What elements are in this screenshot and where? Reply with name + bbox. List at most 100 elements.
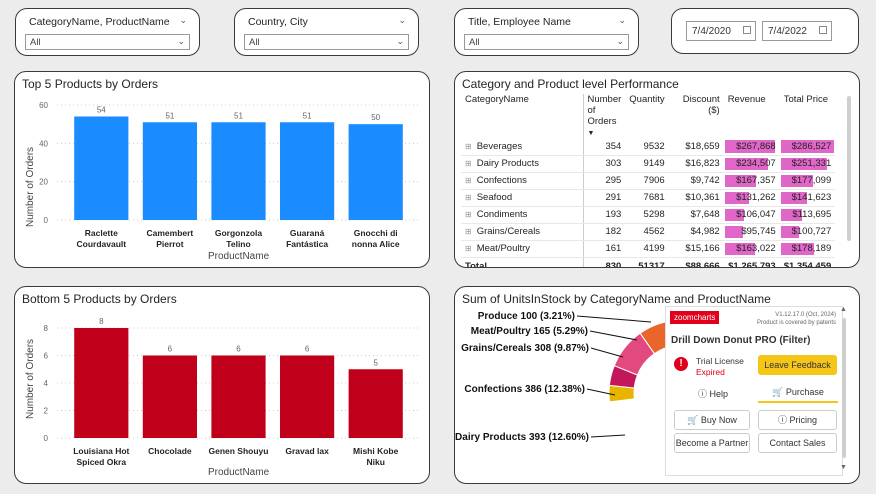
data-bar (780, 242, 814, 255)
x-tick-label: Raclette (85, 228, 118, 238)
data-label: 54 (97, 106, 106, 115)
revenue-cell: $106,047 (723, 206, 780, 224)
x-tick-label: Niku (366, 457, 384, 467)
slicer-dropdown[interactable]: All ⌄ (464, 34, 629, 50)
y-tick-label: 20 (39, 178, 48, 187)
bar[interactable] (348, 369, 403, 438)
revenue-cell: $131,262 (723, 189, 780, 207)
total-price-cell: $178,189 (779, 240, 836, 258)
calendar-icon[interactable] (743, 26, 751, 34)
bar[interactable] (74, 116, 129, 221)
quantity-cell: 7681 (625, 189, 669, 207)
table-row[interactable]: ⊞ Meat/Poultry 161 4199 $15,166 $163,022 $178,… (461, 240, 836, 258)
matrix-title: Category and Product level Performance (462, 77, 679, 91)
bottom5-chart-card: Bottom 5 Products by Orders Number of Or… (14, 286, 430, 484)
x-tick-label: Mishi Kobe (353, 446, 399, 456)
vertical-scrollbar[interactable] (847, 96, 851, 241)
data-label: 5 (373, 358, 378, 367)
slicer-title-employee[interactable]: Title, Employee Name ⌄ All ⌄ (454, 8, 639, 56)
bar[interactable] (211, 355, 266, 439)
leader-line (576, 315, 652, 323)
x-tick-label: Chocolade (148, 446, 192, 456)
end-date-input[interactable]: 7/4/2022 (762, 21, 832, 41)
header-revenue[interactable]: Revenue (727, 94, 766, 105)
start-date-input[interactable]: 7/4/2020 (686, 21, 756, 41)
discount-cell: $4,982 (668, 223, 724, 241)
scroll-up-arrow-icon[interactable]: ▲ (840, 306, 847, 313)
date-slicer: 7/4/2020 7/4/2022 (671, 8, 859, 54)
contact-sales-button[interactable]: Contact Sales (758, 433, 837, 453)
expand-icon[interactable]: ⊞ (465, 176, 472, 185)
total-row: Total 830 51317 $88,666 $1,265,793 $1,35… (461, 256, 836, 267)
data-label: 8 (99, 317, 104, 326)
slicer-dropdown[interactable]: All ⌄ (25, 34, 190, 50)
data-label: 6 (168, 345, 173, 354)
chevron-down-icon[interactable]: ⌄ (618, 15, 626, 25)
header-quantity[interactable]: Quantity (629, 94, 665, 105)
chevron-down-icon[interactable]: ⌄ (179, 15, 187, 25)
table-row[interactable]: ⊞ Grains/Cereals 182 4562 $4,982 $95,745 $100,… (461, 223, 836, 241)
table-row[interactable]: ⊞ Condiments 193 5298 $7,648 $106,047 $113,695 (461, 206, 836, 224)
y-tick-label: 60 (39, 101, 48, 110)
data-bar (780, 174, 814, 187)
x-tick-label: Spiced Okra (76, 457, 126, 467)
slicer-category-product[interactable]: CategoryName, ProductName ⌄ All ⌄ (15, 8, 200, 56)
quantity-cell: 4199 (625, 240, 669, 258)
quantity-cell: 9149 (625, 155, 669, 173)
bar[interactable] (211, 122, 266, 220)
chevron-down-icon: ⌄ (177, 36, 185, 46)
table-row[interactable]: ⊞ Dairy Products 303 9149 $16,823 $234,507 $25… (461, 155, 836, 173)
header-total-price[interactable]: Total Price (783, 94, 829, 105)
data-bar (724, 225, 743, 238)
y-tick-label: 0 (44, 216, 49, 225)
quantity-cell: 7906 (625, 172, 669, 190)
header-discount[interactable]: Discount ($) (682, 94, 720, 116)
chart-title: Top 5 Products by Orders (22, 77, 159, 91)
discount-cell: $16,823 (668, 155, 724, 173)
chevron-down-icon: ⌄ (616, 36, 624, 46)
x-tick-label: Louisiana Hot (73, 446, 129, 456)
table-row[interactable]: ⊞ Confections 295 7906 $9,742 $167,357 $177,09… (461, 172, 836, 190)
revenue-cell: $167,357 (723, 172, 780, 190)
x-axis-label: ProductName (208, 467, 270, 478)
data-bar (780, 191, 807, 204)
expand-icon[interactable]: ⊞ (465, 159, 472, 168)
x-tick-label: Genen Shouyu (209, 446, 269, 456)
expand-icon[interactable]: ⊞ (465, 141, 472, 151)
y-tick-label: 6 (44, 352, 49, 361)
scroll-down-arrow-icon[interactable]: ▼ (840, 464, 847, 471)
expand-icon[interactable]: ⊞ (465, 193, 472, 202)
bar[interactable] (74, 328, 129, 438)
bar[interactable] (142, 355, 197, 439)
header-category[interactable]: CategoryName (465, 94, 529, 105)
become-partner-button[interactable]: Become a Partner (674, 433, 750, 453)
bar[interactable] (348, 124, 403, 220)
expand-icon[interactable]: ⊞ (465, 244, 472, 253)
revenue-cell: $267,868 (723, 138, 780, 156)
calendar-icon[interactable] (819, 26, 827, 34)
header-orders[interactable]: Number of Orders ▼ (582, 94, 626, 138)
expand-icon[interactable]: ⊞ (465, 227, 472, 236)
slicer-country-city[interactable]: Country, City ⌄ All ⌄ (234, 8, 419, 56)
bar[interactable] (280, 122, 335, 220)
leave-feedback-button[interactable]: Leave Feedback (758, 355, 837, 375)
buy-now-button[interactable]: 🛒 Buy Now (674, 410, 750, 430)
panel-scrollbar[interactable] (842, 318, 846, 458)
performance-matrix: CategoryName Number of Orders ▼ Quantity … (461, 94, 836, 267)
discount-cell: $9,742 (668, 172, 724, 190)
bar[interactable] (280, 355, 335, 439)
pricing-button[interactable]: ⓘ Pricing (758, 410, 837, 430)
chevron-down-icon[interactable]: ⌄ (398, 15, 406, 25)
table-row[interactable]: ⊞ Seafood 291 7681 $10,361 $131,262 $141,623 (461, 189, 836, 207)
table-row[interactable]: ⊞ Beverages 354 9532 $18,659 $267,868 $286,527 (461, 138, 836, 156)
expand-icon[interactable]: ⊞ (465, 210, 472, 219)
donut-label: Meat/Poultry 165 (5.29%) (471, 326, 588, 337)
bar[interactable] (142, 122, 197, 220)
tab-purchase[interactable]: 🛒 Purchase (758, 387, 838, 403)
data-bar (780, 225, 800, 238)
x-tick-label: Fantástica (286, 239, 328, 249)
y-tick-label: 40 (39, 139, 48, 148)
tab-help[interactable]: ⓘ Help (697, 389, 729, 399)
x-tick-label: Pierrot (156, 239, 184, 249)
slicer-dropdown[interactable]: All ⌄ (244, 34, 409, 50)
